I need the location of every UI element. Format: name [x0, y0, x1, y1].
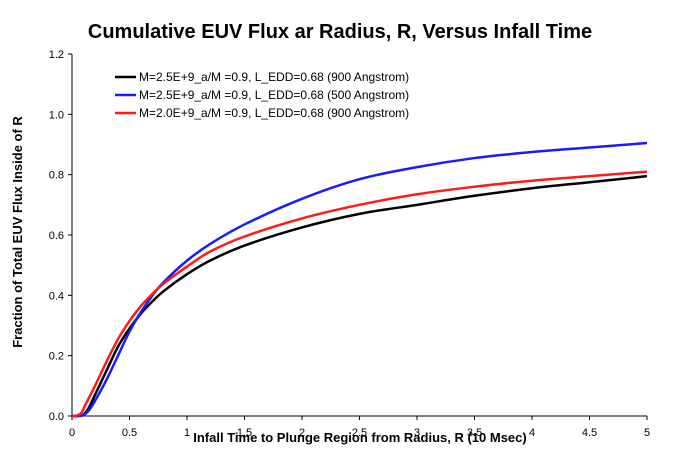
x-tick-label: 3 — [414, 427, 420, 439]
x-axis-title: Infall Time to Plunge Region from Radius… — [193, 430, 526, 445]
y-ticks: 0.0 0.2 0.4 0.6 0.8 1.0 1.2 — [49, 49, 72, 423]
legend-label-1: M=2.5E+9_a/M =0.9, L_EDD=0.68 (900 Angst… — [139, 70, 409, 84]
x-tick-label: 2 — [299, 427, 305, 439]
y-axis-title: Fraction of Total EUV Flux Inside of R — [10, 116, 25, 348]
series-line-1 — [71, 174, 648, 418]
legend-label-2: M=2.5E+9_a/M =0.9, L_EDD=0.68 (500 Angst… — [139, 88, 409, 102]
x-tick-label: 2.5 — [352, 427, 367, 439]
x-tick-label: 0.5 — [122, 427, 137, 439]
y-tick-label: 0.6 — [49, 230, 64, 242]
chart-title: Cumulative EUV Flux ar Radius, R, Versus… — [88, 21, 592, 43]
y-tick-label: 0.2 — [49, 351, 64, 363]
y-tick-label: 0.0 — [49, 411, 64, 423]
x-tick-label: 4.5 — [582, 427, 597, 439]
x-tick-label: 3.5 — [467, 427, 482, 439]
x-tick-label: 5 — [644, 427, 650, 439]
legend-label-3: M=2.0E+9_a/M =0.9, L_EDD=0.68 (900 Angst… — [139, 106, 409, 120]
y-tick-label: 0.4 — [49, 290, 64, 302]
series-line-3 — [71, 170, 648, 418]
x-ticks: 0 0.5 1 1.5 2 2.5 3 3.5 4 4.5 5 — [69, 416, 650, 439]
x-tick-label: 1.5 — [237, 427, 252, 439]
x-tick-label: 1 — [184, 427, 190, 439]
legend: M=2.5E+9_a/M =0.9, L_EDD=0.68 (900 Angst… — [115, 70, 409, 120]
y-tick-label: 1.2 — [49, 49, 64, 61]
y-tick-label: 0.8 — [49, 170, 64, 182]
y-tick-label: 1.0 — [49, 109, 64, 121]
series-group — [71, 141, 648, 418]
x-tick-label: 4 — [529, 427, 535, 439]
x-tick-label: 0 — [69, 427, 75, 439]
